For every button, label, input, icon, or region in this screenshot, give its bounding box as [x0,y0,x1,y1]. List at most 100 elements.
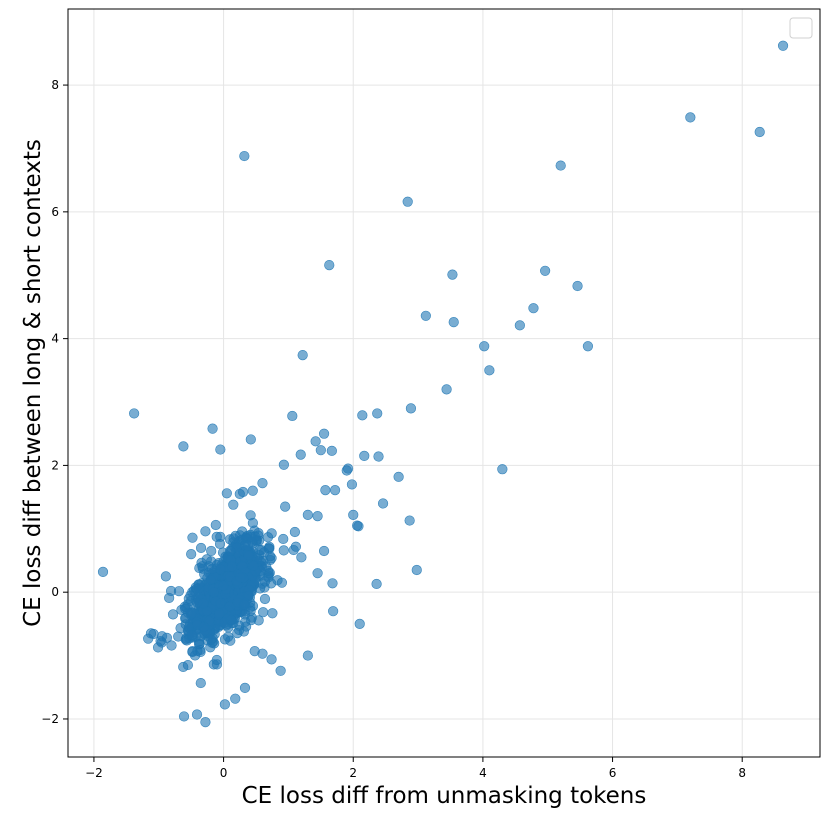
data-point [346,479,358,490]
data-point [210,519,221,531]
legend-box [789,17,813,39]
data-point [302,650,313,661]
data-point [247,485,258,496]
data-point [215,444,226,455]
data-point [280,501,291,512]
data-point [249,646,260,657]
data-point [479,341,490,352]
data-point [129,408,140,419]
data-point [206,545,217,557]
data-point [215,564,226,575]
data-point [685,112,696,123]
data-point [253,530,264,541]
x-tick-label: 8 [738,766,746,780]
data-point [278,459,289,470]
data-point [97,566,109,578]
data-point [239,150,250,162]
data-point [259,593,271,605]
data-point [555,160,566,171]
data-point [239,682,251,694]
data-point [287,410,298,422]
y-tick-label: 4 [51,332,59,346]
data-point [264,567,275,579]
data-point [225,614,237,626]
data-point [420,310,431,321]
y-tick-label: 2 [51,458,59,472]
data-point [178,711,190,722]
data-point [195,677,206,689]
data-point [228,533,239,544]
y-tick-label: −2 [41,712,59,726]
data-point [226,561,237,572]
data-point [215,598,226,609]
grid-lines [68,9,820,757]
data-point [315,445,326,456]
data-point [295,449,306,460]
data-point [145,628,157,639]
data-point [296,552,307,563]
data-point [173,631,184,642]
data-point [228,499,239,510]
data-point [185,608,197,619]
data-point [178,441,189,452]
data-point [278,545,289,556]
data-point [302,509,313,520]
data-point [243,550,254,561]
data-points [97,40,789,728]
x-axis-label: CE loss diff from unmasking tokens [242,783,647,809]
data-point [318,428,330,439]
x-tick-label: 2 [349,766,357,780]
data-point [372,408,383,419]
data-point [248,560,259,571]
data-point [160,571,171,582]
data-point [186,549,197,560]
data-point [189,650,201,661]
data-point [262,532,274,543]
data-point [257,478,268,489]
data-point [254,583,266,594]
data-point [359,450,370,462]
data-point [348,509,359,520]
data-point [194,639,205,650]
data-point [448,317,459,328]
data-point [310,436,321,447]
data-point [200,526,211,537]
y-tick-label: 6 [51,205,59,219]
data-point [197,563,209,574]
data-point [230,693,241,704]
data-point [155,635,166,647]
data-point [329,485,341,496]
data-point [208,586,219,598]
data-point [173,586,185,597]
data-point [258,607,269,618]
data-point [320,485,331,496]
data-point [404,515,415,526]
data-point [264,541,275,553]
data-point [218,580,229,591]
data-point [402,196,413,207]
data-point [484,365,495,376]
data-point [186,629,198,641]
plot-frame [67,8,821,758]
data-point [312,568,323,579]
data-point [176,604,187,616]
x-axis-ticks: −2 0 2 4 6 8 [85,757,746,780]
data-point [247,517,258,529]
data-point [239,599,250,610]
data-point [206,634,217,645]
data-point [275,665,286,676]
data-point [235,572,246,583]
data-point [289,526,301,538]
data-point [278,533,289,545]
data-point [237,526,248,537]
y-axis-ticks: −2 0 2 4 6 8 [41,78,68,726]
data-point [267,608,278,619]
data-point [373,451,384,462]
data-point [447,269,458,280]
data-point [754,126,765,138]
data-point [166,640,177,651]
data-point [225,635,236,646]
x-tick-label: −2 [85,766,103,780]
data-point [266,654,277,665]
